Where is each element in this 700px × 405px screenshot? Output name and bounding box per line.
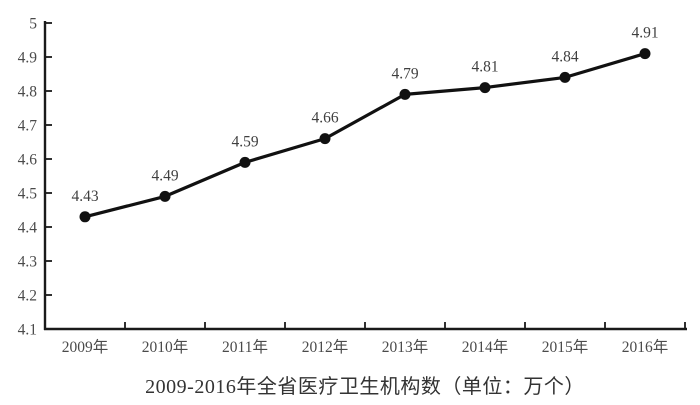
data-point-label: 4.84 <box>551 48 578 65</box>
x-tick-label: 2009年 <box>62 338 109 356</box>
x-tick-label: 2012年 <box>302 338 349 356</box>
x-tick-label: 2010年 <box>142 338 189 356</box>
y-tick-label: 4.3 <box>18 254 38 271</box>
chart-title: 2009-2016年全省医疗卫生机构数（单位：万个） <box>145 376 585 398</box>
data-point-label: 4.66 <box>311 110 338 127</box>
data-point <box>79 211 91 223</box>
x-tick-label: 2015年 <box>542 338 589 356</box>
y-tick-label: 4.5 <box>18 186 38 203</box>
x-tick-label: 2014年 <box>462 338 509 356</box>
data-point-label: 4.49 <box>151 167 178 184</box>
data-point <box>639 48 651 60</box>
data-point <box>479 82 491 94</box>
y-tick-label: 4.9 <box>18 50 38 67</box>
data-point <box>399 88 411 100</box>
y-tick-label: 5 <box>29 16 37 33</box>
data-point <box>319 133 331 145</box>
data-point-label: 4.81 <box>471 59 498 76</box>
y-tick-label: 4.4 <box>18 220 38 237</box>
y-tick-label: 4.6 <box>18 152 38 169</box>
data-point-label: 4.59 <box>231 133 258 150</box>
y-tick-label: 4.1 <box>18 322 37 339</box>
data-point-label: 4.91 <box>631 25 658 42</box>
y-tick-label: 4.8 <box>18 84 38 101</box>
data-point <box>559 71 571 83</box>
data-point <box>239 156 251 168</box>
x-tick-label: 2016年 <box>622 338 669 356</box>
data-point-label: 4.43 <box>71 188 98 205</box>
x-tick-label: 2013年 <box>382 338 429 356</box>
y-tick-label: 4.7 <box>18 118 38 135</box>
data-point <box>159 190 171 202</box>
y-tick-label: 4.2 <box>18 288 37 305</box>
series-line <box>83 51 647 219</box>
x-tick-label: 2011年 <box>222 338 268 356</box>
data-point-label: 4.79 <box>391 65 418 82</box>
